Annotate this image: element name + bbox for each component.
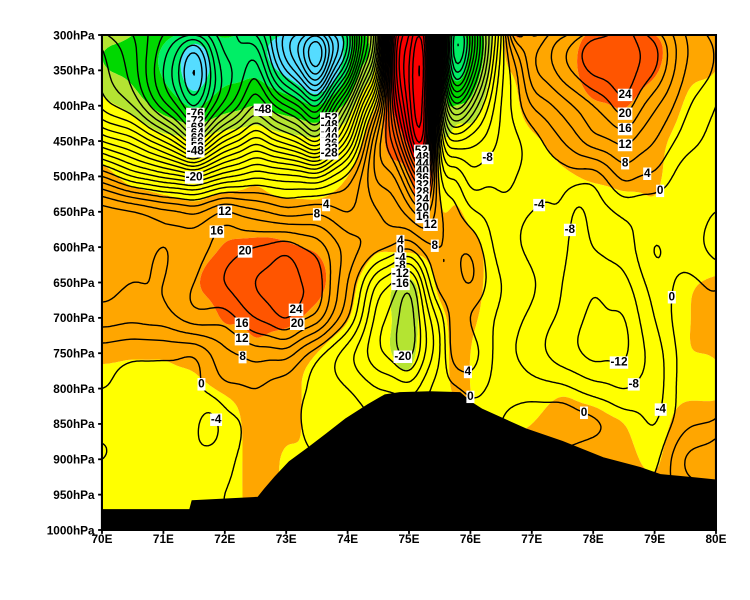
svg-text:850hPa: 850hPa	[53, 417, 95, 431]
svg-text:16: 16	[619, 121, 633, 135]
svg-text:-4: -4	[395, 251, 406, 265]
svg-text:-8: -8	[395, 258, 406, 272]
svg-text:600hPa: 600hPa	[53, 240, 95, 254]
svg-text:300hPa: 300hPa	[53, 28, 95, 42]
svg-text:4: 4	[465, 364, 472, 378]
svg-text:-12: -12	[392, 266, 409, 280]
svg-text:8: 8	[432, 238, 439, 252]
svg-text:20: 20	[619, 106, 633, 120]
svg-text:700hPa: 700hPa	[53, 311, 95, 325]
svg-text:900hPa: 900hPa	[53, 453, 95, 467]
svg-text:12: 12	[424, 217, 438, 231]
svg-text:8: 8	[622, 155, 629, 169]
svg-text:0: 0	[669, 289, 676, 303]
svg-text:78E: 78E	[583, 532, 604, 546]
svg-text:20: 20	[416, 200, 430, 214]
svg-text:70E: 70E	[92, 532, 113, 546]
svg-text:650hPa: 650hPa	[53, 205, 95, 219]
svg-text:-28: -28	[321, 145, 338, 159]
svg-text:1000hPa: 1000hPa	[47, 523, 95, 537]
svg-text:73E: 73E	[276, 532, 297, 546]
svg-text:16: 16	[235, 316, 249, 330]
svg-text:350hPa: 350hPa	[53, 64, 95, 78]
svg-text:79E: 79E	[644, 532, 665, 546]
svg-text:24: 24	[618, 87, 632, 101]
svg-text:4: 4	[644, 166, 651, 180]
svg-text:80E: 80E	[706, 532, 727, 546]
svg-text:450hPa: 450hPa	[53, 134, 95, 148]
svg-text:-8: -8	[628, 376, 639, 390]
svg-text:500hPa: 500hPa	[53, 170, 95, 184]
svg-text:77E: 77E	[521, 532, 542, 546]
svg-text:400hPa: 400hPa	[53, 99, 95, 113]
svg-text:12: 12	[235, 331, 249, 345]
svg-text:72E: 72E	[214, 532, 235, 546]
svg-text:20: 20	[291, 316, 305, 330]
svg-text:76E: 76E	[460, 532, 481, 546]
svg-text:750hPa: 750hPa	[53, 346, 95, 360]
svg-text:-12: -12	[610, 355, 627, 369]
svg-text:0: 0	[581, 405, 588, 419]
svg-text:4: 4	[397, 233, 404, 247]
svg-text:0: 0	[397, 243, 404, 257]
svg-text:-48: -48	[187, 143, 204, 157]
svg-text:0: 0	[198, 376, 205, 390]
svg-text:12: 12	[218, 204, 232, 218]
svg-text:-20: -20	[186, 169, 203, 183]
svg-text:0: 0	[657, 183, 664, 197]
svg-text:16: 16	[210, 224, 224, 238]
svg-text:-4: -4	[211, 412, 222, 426]
svg-text:800hPa: 800hPa	[53, 382, 95, 396]
svg-text:950hPa: 950hPa	[53, 488, 95, 502]
svg-text:74E: 74E	[337, 532, 358, 546]
svg-text:20: 20	[239, 243, 253, 257]
svg-text:8: 8	[239, 349, 246, 363]
svg-text:-8: -8	[565, 222, 576, 236]
svg-text:650hPa: 650hPa	[53, 276, 95, 290]
svg-text:24: 24	[289, 302, 303, 316]
svg-text:-48: -48	[254, 102, 271, 116]
svg-text:71E: 71E	[153, 532, 174, 546]
svg-text:12: 12	[619, 137, 633, 151]
svg-text:-16: -16	[392, 276, 409, 290]
svg-text:75E: 75E	[399, 532, 420, 546]
svg-text:0: 0	[467, 389, 474, 403]
svg-text:8: 8	[314, 206, 321, 220]
svg-text:-4: -4	[655, 402, 666, 416]
svg-text:-4: -4	[534, 197, 545, 211]
svg-text:-20: -20	[394, 349, 411, 363]
svg-text:-8: -8	[482, 150, 493, 164]
svg-text:4: 4	[323, 197, 330, 211]
